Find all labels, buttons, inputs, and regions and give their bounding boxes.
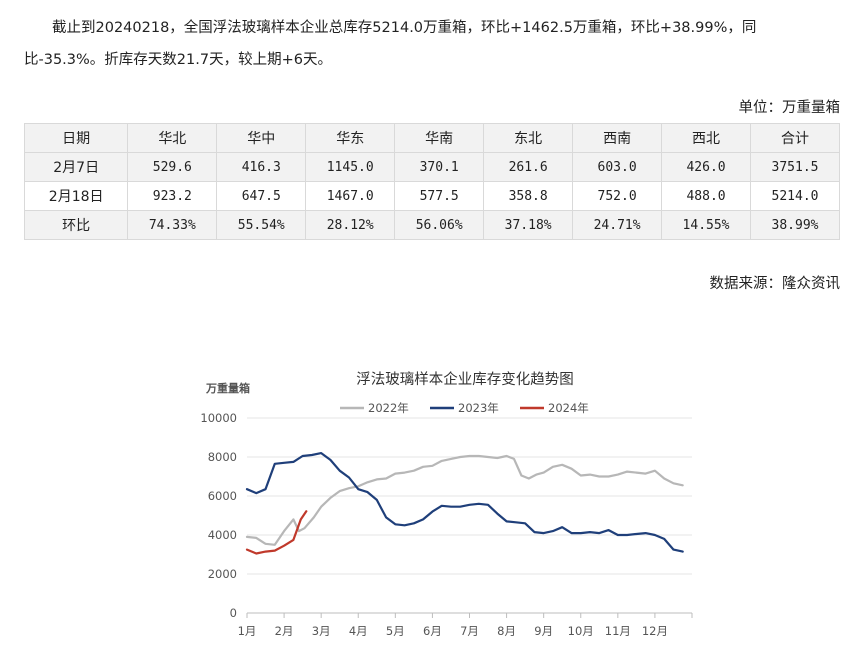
chart-grid [247,417,692,575]
table-cell: 1145.0 [305,152,396,182]
y-tick-label: 2000 [208,567,237,581]
y-tick-label: 10000 [200,411,237,425]
table-row: 环比 74.33% 55.54% 28.12% 56.06% 37.18% 24… [23,210,840,240]
table-cell: 55.54% [216,210,307,240]
table-cell: 37.18% [483,210,574,240]
summary-text: 截止到20240218，全国浮法玻璃样本企业总库存5214.0万重箱，环比+14… [24,20,757,68]
table-cell: 603.0 [572,152,663,182]
table-cell: 74.33% [127,210,218,240]
x-tick-label: 4月 [349,624,368,638]
table-row: 2月18日 923.2 647.5 1467.0 577.5 358.8 752… [23,181,840,211]
header-cell: 华中 [216,123,307,153]
inventory-trend-chart: 浮法玻璃样本企业库存变化趋势图 万重量箱 2022年 2023年 2024年 0 20… [200,370,693,638]
x-tick-label: 9月 [534,624,553,638]
table-cell: 358.8 [483,181,574,211]
chart-title: 浮法玻璃样本企业库存变化趋势图 [356,370,574,388]
series-line [245,510,308,555]
y-tick-label: 4000 [208,528,237,542]
x-tick-label: 5月 [386,624,405,638]
header-cell: 西北 [661,123,752,153]
unit-label: 单位：万重量箱 [738,100,841,116]
table-cell: 416.3 [216,152,307,182]
inventory-table: 日期 华北 华中 华东 华南 东北 西南 西北 合计 2月7日 529.6 41… [23,123,840,240]
x-tick-label: 12月 [642,624,668,638]
x-tick-label: 6月 [423,624,442,638]
table-cell: 28.12% [305,210,396,240]
header-cell: 西南 [572,123,663,153]
legend-label: 2022年 [368,401,409,415]
chart-series [245,451,684,555]
table-cell: 529.6 [127,152,218,182]
table-row: 2月7日 529.6 416.3 1145.0 370.1 261.6 603.… [23,152,840,182]
table-cell: 3751.5 [750,152,840,182]
table-cell: 577.5 [394,181,485,211]
table-cell: 426.0 [661,152,752,182]
chart-axes: 0 2000 4000 6000 8000 10000 1月 2月 3月 4月 5月 6月 7月 8月 9月… [200,411,693,638]
row-label-cell: 环比 [23,210,129,240]
x-tick-label: 11月 [605,624,631,638]
table-cell: 5214.0 [750,181,840,211]
table-cell: 370.1 [394,152,485,182]
table-cell: 923.2 [127,181,218,211]
table-cell: 56.06% [394,210,485,240]
x-tick-label: 7月 [460,624,479,638]
y-axis-label: 万重量箱 [205,381,250,395]
y-tick-label: 6000 [208,489,237,503]
x-tick-label: 8月 [497,624,516,638]
table-cell: 14.55% [661,210,752,240]
table-header-row: 日期 华北 华中 华东 华南 东北 西南 西北 合计 [23,123,840,153]
table-cell: 752.0 [572,181,663,211]
header-cell: 华东 [305,123,396,153]
chart-legend: 2022年 2023年 2024年 [340,401,589,415]
x-tick-label: 10月 [568,624,594,638]
series-line [245,451,684,553]
table-cell: 1467.0 [305,181,396,211]
y-tick-label: 0 [230,606,237,620]
x-tick-label: 1月 [238,624,257,638]
y-tick-label: 8000 [208,450,237,464]
legend-label: 2023年 [458,401,499,415]
header-cell: 华南 [394,123,485,153]
table-cell: 38.99% [750,210,840,240]
header-cell: 日期 [23,123,129,153]
summary-paragraph: 截止到20240218，全国浮法玻璃样本企业总库存5214.0万重箱，环比+14… [24,12,824,76]
x-tick-label: 3月 [312,624,331,638]
table-cell: 261.6 [483,152,574,182]
header-cell: 华北 [127,123,218,153]
table-cell: 24.71% [572,210,663,240]
header-cell: 东北 [483,123,574,153]
legend-label: 2024年 [548,401,589,415]
header-cell: 合计 [750,123,840,153]
data-source-label: 数据来源：隆众资讯 [709,276,841,292]
row-label-cell: 2月7日 [23,152,129,182]
row-label-cell: 2月18日 [23,181,129,211]
table-cell: 488.0 [661,181,752,211]
x-tick-label: 2月 [275,624,294,638]
series-line [245,454,684,546]
table-cell: 647.5 [216,181,307,211]
